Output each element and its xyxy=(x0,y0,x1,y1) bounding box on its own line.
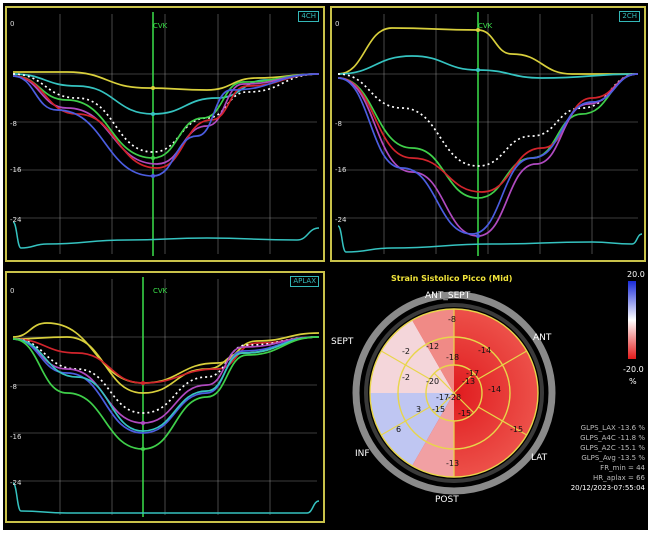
segment-inferior xyxy=(412,393,454,478)
strain-curve xyxy=(12,73,320,177)
bullseye-label-ant: ANT xyxy=(533,333,552,343)
strain-panel-aplax[interactable]: APLAX CVK 0 -8 -16 -24 xyxy=(5,271,325,523)
segment-value: -20 xyxy=(426,377,440,386)
segment-value: -2 xyxy=(402,347,410,356)
strain-curve xyxy=(12,336,320,450)
stat-line: GLPS_A4C -11.8 % xyxy=(580,434,645,442)
segment-value: -15 xyxy=(458,409,472,418)
strain-curve xyxy=(337,27,638,75)
peak-marker xyxy=(141,421,145,425)
stat-line: GLPS_A2C -15.1 % xyxy=(580,444,645,452)
ecg-trace xyxy=(337,225,643,253)
segment-value: -14 xyxy=(478,346,492,355)
gls-stats: GLPS_LAX -13.6 % GLPS_A4C -11.8 % GLPS_A… xyxy=(543,423,645,493)
peak-marker xyxy=(151,86,155,90)
stat-line: HR_aplax = 66 xyxy=(593,474,645,482)
stat-line: FR_min = 44 xyxy=(600,464,645,472)
segment-value: -13 xyxy=(462,377,476,386)
bullseye-label-inf: INF xyxy=(355,449,370,459)
bullseye-inner-ring xyxy=(364,303,544,483)
segment-value: -8 xyxy=(448,315,456,324)
peak-marker xyxy=(476,234,480,238)
y-tick: 0 xyxy=(10,287,15,295)
bullseye-label-lat: LAT xyxy=(531,453,548,463)
strain-curves-2ch xyxy=(337,12,643,256)
ecg-trace xyxy=(12,482,320,514)
strain-curve xyxy=(12,336,320,424)
cvk-marker-label: CVK xyxy=(478,22,493,30)
echo-screen: 4CH CVK 0 -8 -16 -24 2CH CVK 0 -8 -16 -2… xyxy=(3,3,648,530)
strain-curve xyxy=(12,336,320,434)
segment-value: 3 xyxy=(416,405,422,414)
strain-curve xyxy=(12,73,320,169)
y-tick: -16 xyxy=(10,433,22,441)
cvk-marker-label: CVK xyxy=(153,287,168,295)
strain-curve xyxy=(12,71,320,91)
stat-line: 20/12/2023-07:55:04 xyxy=(570,484,645,492)
grid xyxy=(338,14,638,254)
view-label: 4CH xyxy=(298,11,319,22)
segment-value: -17 xyxy=(436,393,450,402)
grid xyxy=(13,14,317,254)
strain-curve xyxy=(337,73,639,235)
segment-value: -15 xyxy=(510,425,524,434)
y-tick: -8 xyxy=(335,120,342,128)
strain-curve xyxy=(12,73,320,159)
segment-value: -17 xyxy=(466,369,480,378)
y-tick: -24 xyxy=(10,216,22,224)
view-label: 2CH xyxy=(619,11,640,22)
strain-curve xyxy=(12,336,320,432)
scale-unit: % xyxy=(629,377,637,386)
y-tick: -24 xyxy=(10,479,22,487)
y-tick: -16 xyxy=(335,166,347,174)
segment-anterior-mid xyxy=(412,308,454,393)
ecg-trace xyxy=(12,221,320,249)
segment-value: 6 xyxy=(396,425,402,434)
segment-value: -14 xyxy=(488,385,502,394)
peak-marker xyxy=(151,174,155,178)
bullseye-label-sept: SEPT xyxy=(331,337,354,347)
y-tick: -16 xyxy=(10,166,22,174)
strain-curve xyxy=(12,73,320,165)
bullseye-title: Strain Sistolico Picco (Mid) xyxy=(391,274,513,283)
strain-curve xyxy=(12,322,320,384)
y-tick: 0 xyxy=(10,20,15,28)
peak-marker xyxy=(151,112,155,116)
strain-panel-2ch[interactable]: 2CH CVK 0 -8 -16 -24 xyxy=(330,6,646,262)
bullseye-label-post: POST xyxy=(435,495,459,505)
scale-min: -20.0 xyxy=(623,365,644,374)
stat-line: GLPS_LAX -13.6 % xyxy=(580,424,645,432)
strain-curve xyxy=(337,73,639,237)
strain-curve xyxy=(337,73,639,193)
scale-max: 20.0 xyxy=(627,270,645,279)
strain-curves-aplax xyxy=(12,277,320,517)
peak-marker xyxy=(141,447,145,451)
stat-line: GLPS_Avg -13.5 % xyxy=(581,454,645,462)
strain-curve xyxy=(12,336,320,384)
bullseye-outer-ring xyxy=(352,291,556,495)
segment-value: -15 xyxy=(432,405,446,414)
peak-marker xyxy=(151,156,155,160)
segment-value: -2 xyxy=(402,373,410,382)
bullseye-plot[interactable] xyxy=(3,3,648,530)
peak-marker xyxy=(476,68,480,72)
segment-value: -13 xyxy=(446,459,460,468)
peak-marker xyxy=(141,381,145,385)
strain-curve xyxy=(12,73,320,153)
strain-panel-4ch[interactable]: 4CH CVK 0 -8 -16 -24 xyxy=(5,6,325,262)
segment-value: -28 xyxy=(448,393,462,402)
segment-value: -18 xyxy=(446,353,460,362)
bullseye-label-ant-sept: ANT_SEPT xyxy=(425,291,471,301)
strain-curves-4ch xyxy=(12,12,320,256)
view-label: APLAX xyxy=(290,276,319,287)
y-tick: -24 xyxy=(335,216,347,224)
cvk-marker-label: CVK xyxy=(153,22,168,30)
segment-value: -12 xyxy=(426,342,440,351)
y-tick: -8 xyxy=(10,383,17,391)
peak-marker xyxy=(476,28,480,32)
y-tick: -8 xyxy=(10,120,17,128)
color-scale-bar xyxy=(628,281,636,359)
y-tick: 0 xyxy=(335,20,340,28)
